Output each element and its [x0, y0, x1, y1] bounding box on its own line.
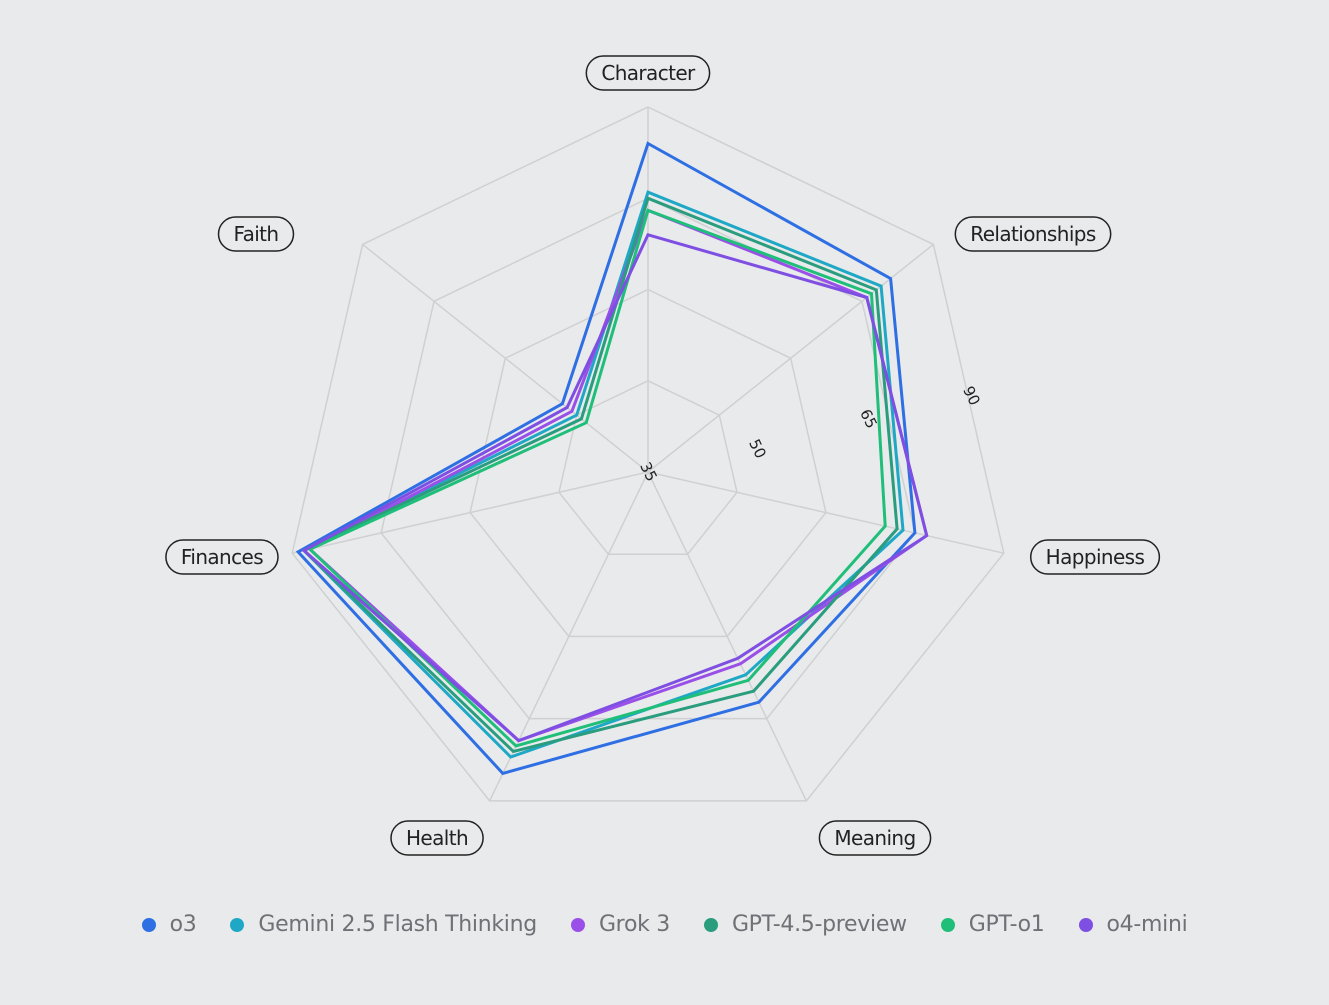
legend-label: o3 — [169, 912, 197, 937]
series-o3 — [295, 141, 917, 776]
grid-spoke — [292, 471, 649, 554]
legend-label: Grok 3 — [598, 912, 670, 937]
legend-label: GPT-o1 — [968, 912, 1045, 937]
legend-dot — [230, 917, 245, 932]
axis-label-health: Health — [390, 820, 484, 856]
axis-label-pill — [585, 55, 711, 91]
series-gemini-2-5-flash-thinking — [301, 190, 905, 759]
tick-label-35: 35 — [636, 459, 661, 484]
series-grok-3 — [307, 208, 929, 743]
grid-ring — [291, 106, 1005, 802]
legend-label: GPT-4.5-preview — [731, 912, 907, 937]
legend-item-o3[interactable]: o3 — [141, 912, 197, 937]
grid-spoke — [362, 243, 649, 473]
axis-label-meaning: Meaning — [818, 820, 932, 856]
axis-label-text: Health — [406, 826, 468, 850]
axis-label-text: Faith — [234, 222, 279, 246]
legend-dot — [1078, 917, 1093, 932]
legend-item-gpt-4-5-preview[interactable]: GPT-4.5-preview — [703, 912, 907, 937]
radar-series — [295, 141, 929, 776]
legend-dot — [141, 917, 156, 932]
legend-item-gemini-2-5-flash-thinking[interactable]: Gemini 2.5 Flash Thinking — [230, 912, 537, 937]
axis-label-finances: Finances — [165, 539, 279, 575]
legend-item-o4-mini[interactable]: o4-mini — [1078, 912, 1188, 937]
series-o4-mini — [301, 233, 929, 743]
axis-label-text: Finances — [181, 545, 263, 569]
axis-label-faith: Faith — [217, 216, 295, 252]
grid-spoke — [647, 471, 1004, 554]
legend: o3 Gemini 2.5 Flash Thinking Grok 3 GPT-4.5… — [0, 912, 1329, 937]
series-gpt-o1 — [307, 208, 887, 748]
axis-label-relationships: Relationships — [954, 216, 1112, 252]
axis-label-happiness: Happiness — [1029, 539, 1161, 575]
axis-label-character: Character — [585, 55, 711, 91]
axis-label-text: Meaning — [834, 826, 915, 850]
grid-spoke — [647, 243, 934, 473]
legend-dot — [703, 917, 718, 932]
axis-label-text: Relationships — [970, 222, 1096, 246]
axis-label-text: Happiness — [1046, 545, 1145, 569]
radar-axis-labels: Character Relationships Happiness Meaning He… — [165, 55, 1161, 856]
tick-label-90: 90 — [959, 383, 984, 408]
grid-ring — [469, 288, 827, 638]
legend-dot — [570, 917, 585, 932]
legend-dot — [940, 917, 955, 932]
legend-item-grok-3[interactable]: Grok 3 — [570, 912, 670, 937]
axis-label-pill — [818, 820, 932, 856]
axis-label-pill — [390, 820, 484, 856]
legend-label: o4-mini — [1106, 912, 1188, 937]
axis-label-pill — [1029, 539, 1161, 575]
series-gpt-4-5-preview — [301, 196, 899, 754]
legend-label: Gemini 2.5 Flash Thinking — [258, 912, 537, 937]
legend-item-gpt-o1[interactable]: GPT-o1 — [940, 912, 1045, 937]
axis-label-pill — [954, 216, 1112, 252]
axis-label-pill — [165, 539, 279, 575]
grid-spoke — [647, 471, 808, 802]
axis-label-pill — [217, 216, 295, 252]
axis-label-text: Character — [601, 61, 696, 85]
tick-label-50: 50 — [745, 436, 770, 461]
